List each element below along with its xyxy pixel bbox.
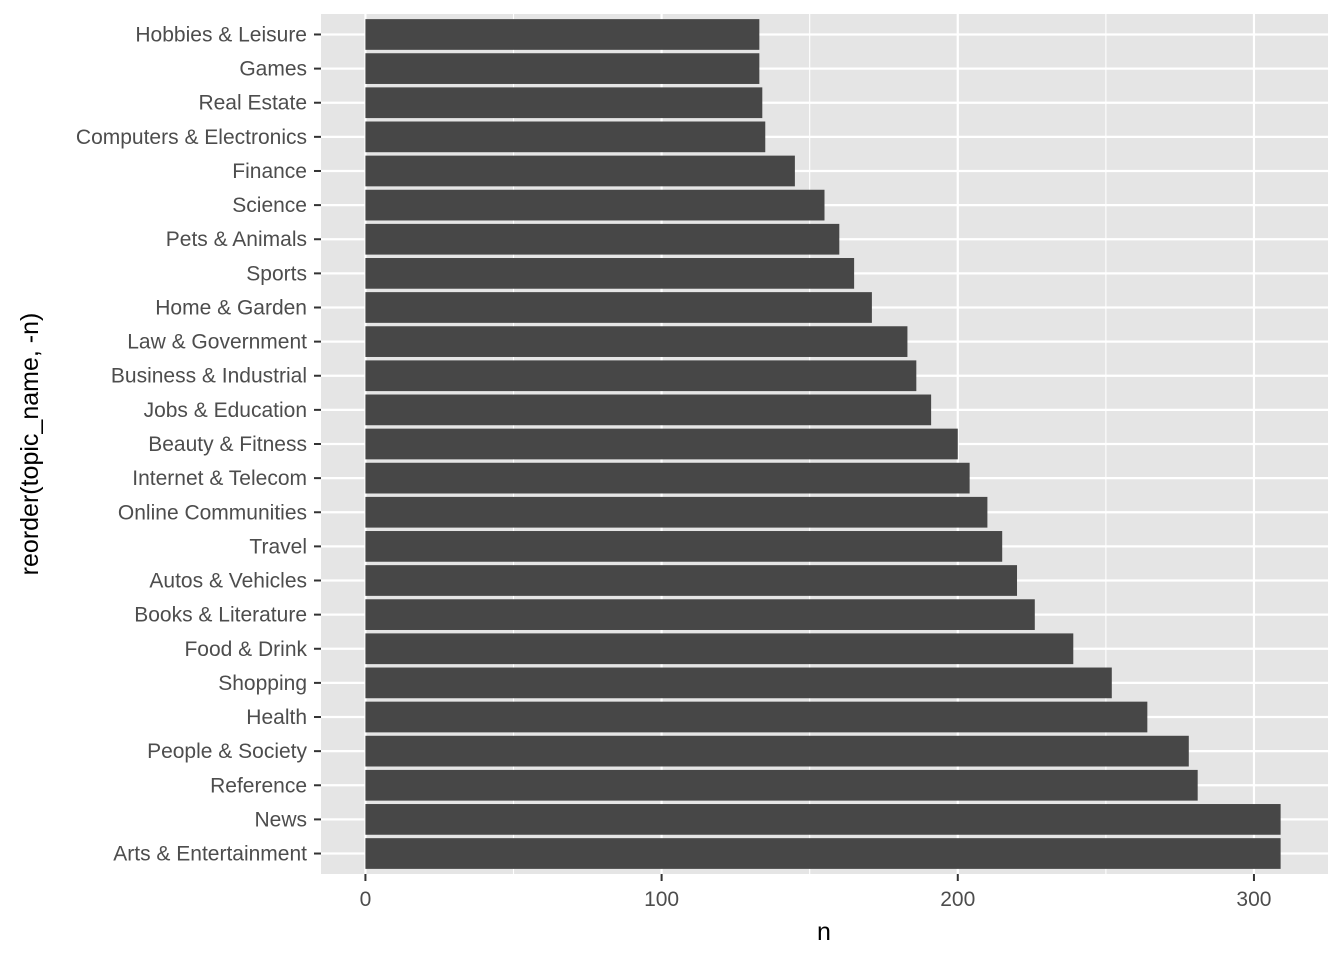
bar [365, 394, 932, 426]
y-tick-label: Books & Literature [134, 604, 307, 627]
y-tick-label: Games [239, 58, 307, 81]
bar [365, 496, 988, 528]
y-tick-label: Jobs & Education [144, 399, 307, 422]
x-tick-label: 0 [360, 888, 372, 911]
bar [365, 87, 763, 119]
y-tick-label: Health [246, 706, 307, 729]
y-tick-label: Beauty & Fitness [148, 433, 307, 456]
y-axis: Hobbies & Leisure Games Real Estate Compute… [76, 23, 321, 866]
bar [365, 599, 1035, 630]
bar [365, 667, 1112, 699]
bar [365, 769, 1198, 801]
y-tick-label: Hobbies & Leisure [135, 23, 307, 46]
y-tick-label: Science [232, 194, 307, 217]
y-tick-label: Computers & Electronics [76, 126, 307, 149]
bar [365, 838, 1281, 869]
bar [365, 701, 1148, 733]
y-tick-label: News [254, 808, 307, 831]
y-tick-label: Food & Drink [184, 638, 307, 661]
y-tick-label: Shopping [218, 672, 307, 695]
y-tick-label: Finance [232, 160, 307, 183]
bar [365, 121, 766, 153]
y-tick-label: Law & Government [127, 331, 307, 354]
y-axis-title: reorder(topic_name, -n) [16, 313, 44, 576]
x-axis: 0 100 200 300 [360, 874, 1271, 911]
y-tick-label: Autos & Vehicles [149, 570, 307, 593]
y-tick-label: Business & Industrial [111, 365, 307, 388]
bar [365, 565, 1018, 596]
bar [365, 360, 917, 392]
x-tick-label: 300 [1236, 888, 1271, 911]
x-axis-title: n [817, 918, 831, 946]
bar [365, 462, 970, 494]
bar [365, 633, 1074, 665]
bar [365, 735, 1189, 767]
y-tick-label: Pets & Animals [166, 228, 307, 251]
bar [365, 53, 760, 84]
x-tick-label: 100 [644, 888, 679, 911]
y-tick-label: Reference [210, 774, 307, 797]
y-tick-label: Travel [249, 535, 307, 558]
x-tick-label: 200 [940, 888, 975, 911]
bar [365, 189, 825, 221]
bar [365, 292, 872, 323]
y-tick-label: People & Society [147, 740, 307, 763]
bar [365, 531, 1003, 562]
bar [365, 804, 1281, 835]
bar [365, 326, 908, 357]
y-tick-label: Home & Garden [155, 296, 307, 319]
bar [365, 19, 760, 50]
bar [365, 155, 795, 187]
bar [365, 223, 840, 255]
y-tick-label: Online Communities [118, 501, 307, 524]
y-tick-label: Sports [246, 262, 307, 285]
bar [365, 428, 958, 460]
y-tick-label: Internet & Telecom [132, 467, 307, 490]
y-tick-label: Arts & Entertainment [113, 843, 307, 866]
bars [365, 19, 1281, 869]
y-tick-label: Real Estate [198, 92, 307, 115]
bar [365, 258, 855, 289]
